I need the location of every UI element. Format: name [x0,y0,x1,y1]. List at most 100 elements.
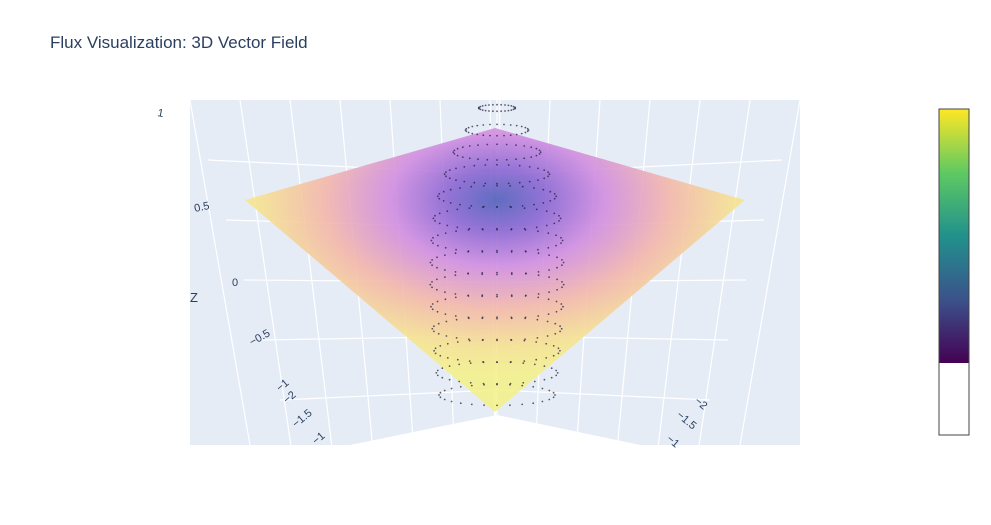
vector-point [556,256,558,259]
vector-point [556,372,559,374]
vector-point [486,158,489,161]
vector-point [523,339,526,342]
vector-point [446,357,449,359]
vector-point [455,179,457,182]
vector-point [436,310,439,313]
right-wall-gridline [698,100,751,445]
vector-point [518,181,521,184]
vector-point [484,109,487,112]
vector-point [454,271,457,273]
vector-point [548,398,551,401]
vector-point [448,177,451,180]
vector-point [496,123,498,126]
vector-point [510,338,512,341]
vector-point [432,236,434,239]
vector-point [561,281,563,283]
vector-point [444,232,447,235]
vector-point [509,383,511,386]
vector-point [542,188,545,191]
vector-point [543,365,546,367]
vector-field-points [429,103,565,407]
vector-point [467,250,469,253]
vector-point [431,327,434,330]
vector-point [537,293,540,295]
vector-point [535,208,538,211]
vector-point [548,173,551,176]
vector-point [456,226,459,229]
vector-point [496,103,498,106]
vector-point [430,239,433,242]
vector-point [454,293,457,295]
vector-point [546,320,549,323]
z-tick-0.5: 0.5 [193,200,210,215]
vector-point [561,286,563,289]
vector-point [545,357,548,359]
vector-point [515,158,517,161]
vector-point [473,181,476,184]
vector-point [496,404,498,407]
vector-point [537,296,540,299]
vector-point [496,361,498,363]
vector-point [523,145,526,147]
vector-point [482,124,485,126]
vector-point [510,316,513,319]
vector-point [464,129,467,132]
vector-point [496,273,498,276]
vector-point [512,105,515,108]
vector-point [481,272,484,274]
vector-point [526,130,529,133]
vector-point [543,177,546,180]
vector-point [524,228,527,231]
vector-point [481,206,484,209]
vector-point [468,145,471,147]
vector-point [514,107,516,110]
vector-point [470,185,473,188]
vector-point [481,316,484,319]
vector-point [449,202,452,204]
vector-point [496,317,498,320]
vector-point [510,272,513,274]
flux-surface [245,128,745,412]
left-wall-crossline [279,389,498,401]
vector-point [431,303,434,305]
vector-point [507,164,510,166]
vector-point [442,200,445,202]
vector-point [507,182,510,185]
vector-point [496,134,498,137]
vector-point [559,349,561,352]
vector-point [505,143,508,146]
vector-point [558,220,560,222]
vector-point [537,315,540,317]
vector-point [496,163,498,166]
vector-point [433,349,435,352]
vector-point [522,362,525,364]
vector-point [438,394,440,396]
vector-point [537,271,540,273]
vector-point [437,322,440,325]
vector-point [524,338,526,341]
vector-point [467,131,470,134]
vector-point [548,254,550,256]
vector-point [446,342,449,345]
vector-point [437,244,439,247]
vector-point [445,175,447,178]
vector-point [509,404,511,407]
vector-point [515,133,518,136]
vector-point [555,369,558,372]
vector-point [454,296,457,299]
vector-point [557,347,560,350]
vector-point [481,250,484,252]
vector-point [543,378,546,381]
vector-point [537,274,540,277]
vector-point [455,248,457,251]
vector-point [456,147,459,150]
vector-point [465,127,468,130]
vector-point [429,283,432,286]
vector-point [433,330,435,333]
vector-point [481,294,484,296]
vector-point [526,127,529,130]
vector-point [537,248,539,251]
left-wall-gridline [289,100,333,445]
vector-point [537,167,539,170]
vector-point [444,291,446,293]
